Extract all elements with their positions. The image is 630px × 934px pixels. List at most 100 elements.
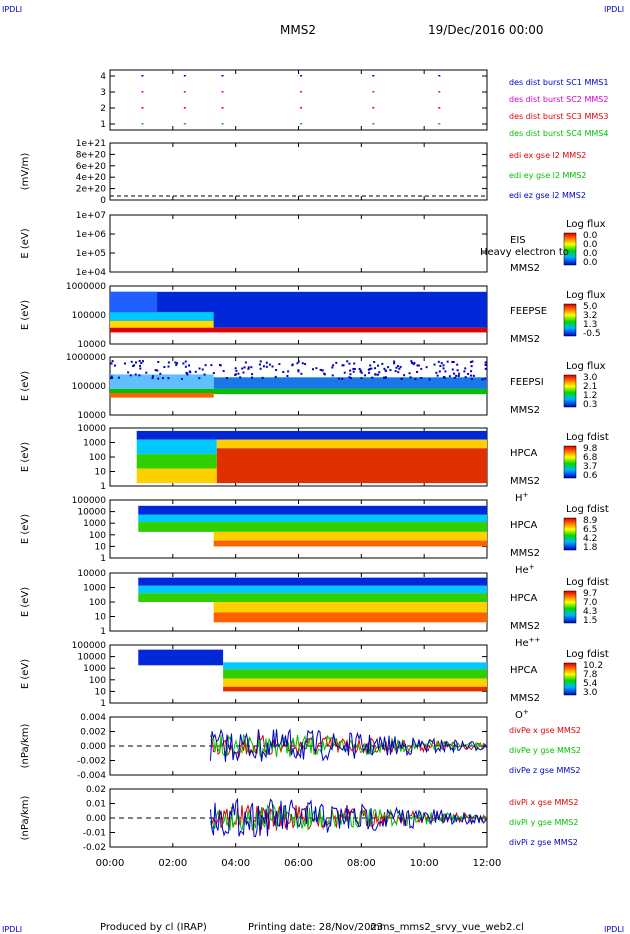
- speckle-dot: [278, 363, 281, 366]
- ytick-label: 0.00: [86, 814, 106, 824]
- speckle-dot: [420, 376, 423, 379]
- speckle-dot: [189, 371, 192, 374]
- speckle-dot: [425, 366, 428, 369]
- xtick-label: 00:00: [96, 858, 125, 869]
- heatmap-band: [216, 448, 488, 484]
- spacecraft-name: MMS2: [510, 476, 540, 487]
- burst-mark: [141, 107, 144, 109]
- ytick-label: 6e+20: [76, 162, 107, 172]
- speckle-dot: [484, 377, 487, 380]
- speckle-dot: [341, 364, 344, 367]
- speckle-dot: [274, 375, 277, 378]
- heatmap-band: [223, 669, 487, 679]
- speckle-dot: [455, 374, 458, 377]
- colorbar-tick-label: 1.8: [583, 543, 598, 553]
- speckle-dot: [458, 372, 461, 375]
- colorbar-title: Log flux: [566, 361, 606, 372]
- speckle-dot: [127, 371, 130, 374]
- ytick-label: 3: [100, 88, 106, 98]
- speckle-dot: [359, 370, 362, 373]
- speckle-dot: [212, 371, 215, 374]
- series-#0000c0: [210, 797, 487, 838]
- ylabel-divpe: (nPa/km): [20, 724, 31, 769]
- heatmap-band: [213, 540, 488, 547]
- speckle-dot: [332, 364, 335, 367]
- colorbar-gradient: [563, 374, 577, 408]
- speckle-dot: [470, 365, 473, 368]
- speckle-dot: [296, 362, 299, 365]
- burst-mark: [141, 75, 144, 77]
- speckle-dot: [350, 377, 353, 380]
- speckle-dot: [463, 370, 466, 373]
- colorbar-tick-label: 6.5: [583, 525, 597, 535]
- ytick-label: 1000000: [66, 353, 106, 363]
- speckle-dot: [111, 360, 114, 363]
- speckle-dot: [138, 374, 141, 377]
- heatmap-hpca_he: [138, 505, 488, 547]
- speckle-dot: [151, 377, 154, 380]
- ytick-label: 100: [89, 453, 106, 463]
- speckle-dot: [470, 370, 473, 373]
- heatmap-band: [138, 514, 487, 523]
- spacecraft-name: MMS2: [510, 693, 540, 704]
- ytick-label: 100000: [72, 382, 107, 392]
- ytick-label: 1000: [83, 664, 106, 674]
- speckle-dot: [203, 373, 206, 376]
- speckle-dot: [286, 374, 289, 377]
- ytick-label: -0.002: [77, 757, 106, 767]
- speckle-dot: [234, 373, 237, 376]
- speckle-dot: [159, 372, 162, 375]
- spacecraft-name: MMS2: [510, 405, 540, 416]
- colorbar-gradient: [563, 303, 577, 337]
- colorbar-tick-label: 6.8: [583, 453, 598, 463]
- feepsi-speckle: [110, 360, 488, 381]
- species-charge: ++: [529, 636, 541, 644]
- ytick-label: 10000: [77, 424, 106, 434]
- burst-mark: [372, 107, 375, 109]
- speckle-dot: [259, 367, 262, 370]
- heatmap-band: [136, 468, 217, 484]
- speckle-dot: [265, 365, 268, 368]
- ytick-label: 10000: [77, 653, 106, 663]
- colorbar-gradient: [563, 590, 577, 624]
- colorbar-tick-label: 3.7: [583, 462, 597, 472]
- speckle-dot: [219, 364, 222, 367]
- spacecraft-name: MMS2: [510, 548, 540, 559]
- speckle-dot: [174, 361, 177, 364]
- speckle-dot: [297, 370, 300, 373]
- speckle-dot: [321, 369, 324, 372]
- speckle-dot: [383, 367, 386, 370]
- speckle-dot: [111, 376, 114, 379]
- heatmap-band: [216, 439, 488, 449]
- species-label: He+: [515, 563, 535, 576]
- ytick-label: 0.01: [86, 800, 106, 810]
- species-label: O+: [515, 708, 529, 721]
- ylabel-hpca_o: E (eV): [20, 659, 31, 689]
- speckle-dot: [201, 368, 204, 371]
- panel-burst: 4 3 2 1 des dist burst SC1 MMS1 des dist burs…: [100, 69, 608, 138]
- overlay-text: Heavy electron to: [480, 247, 569, 258]
- speckle-dot: [135, 361, 138, 364]
- heatmap-band: [138, 585, 487, 594]
- species-label: H+: [515, 491, 529, 504]
- speckle-dot: [360, 377, 363, 380]
- speckle-dot: [456, 369, 459, 372]
- colorbar-tick-label: 0.0: [583, 258, 598, 268]
- speckle-dot: [436, 374, 439, 377]
- speckle-dot: [442, 364, 445, 367]
- speckle-dot: [157, 377, 160, 380]
- instrument-label-hpca_h: HPCA MMS2 H+: [510, 448, 540, 504]
- corner-label-bl: IPDLI: [2, 925, 22, 934]
- ytick-label: 0.004: [80, 713, 106, 723]
- ytick-label: 100000: [72, 641, 107, 651]
- ytick-label: 1e+07: [76, 211, 106, 221]
- speckle-dot: [265, 361, 268, 364]
- speckle-dot: [176, 362, 179, 365]
- speckle-dot: [241, 367, 244, 370]
- panel-frame-edi: [109, 142, 488, 201]
- speckle-dot: [129, 374, 132, 377]
- speckle-dot: [348, 376, 351, 379]
- speckle-dot: [472, 374, 475, 377]
